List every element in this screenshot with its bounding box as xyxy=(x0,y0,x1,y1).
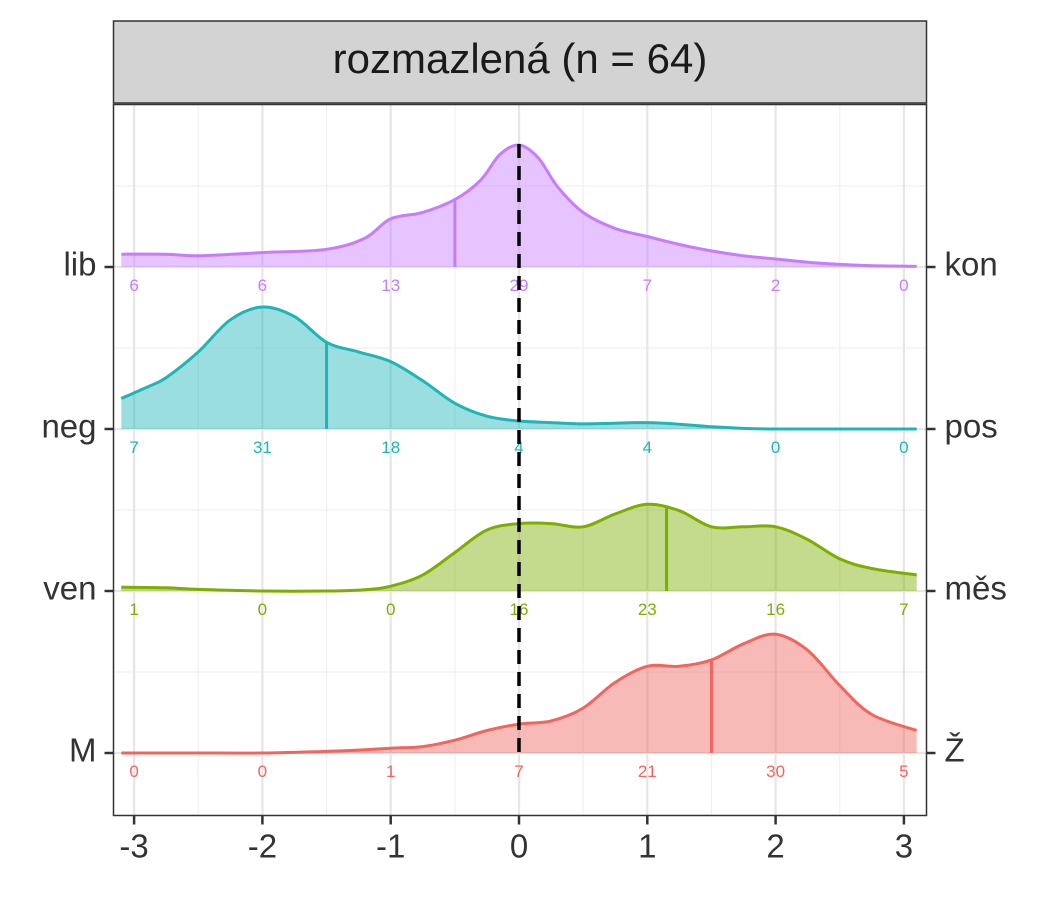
x-tick-label: 1 xyxy=(638,828,656,865)
density-line xyxy=(121,143,917,268)
right-category-label: kon xyxy=(945,246,998,283)
count-label: 0 xyxy=(899,438,908,457)
left-category-label: lib xyxy=(63,246,96,283)
count-label: 7 xyxy=(129,438,138,457)
count-label: 0 xyxy=(386,600,395,619)
right-category-label: měs xyxy=(945,570,1007,607)
right-category-label: pos xyxy=(945,408,998,445)
count-label: 0 xyxy=(129,762,138,781)
count-label: 7 xyxy=(899,600,908,619)
count-label: 31 xyxy=(253,438,272,457)
count-label: 4 xyxy=(643,438,652,457)
count-label: 5 xyxy=(899,762,908,781)
left-category-label: M xyxy=(69,732,97,769)
count-label: 0 xyxy=(258,762,267,781)
density-line xyxy=(120,305,917,431)
density-line xyxy=(121,632,918,755)
x-tick-label: 3 xyxy=(895,828,913,865)
count-label: 0 xyxy=(771,438,780,457)
count-label: 7 xyxy=(514,762,523,781)
count-label: 1 xyxy=(386,762,395,781)
count-label: 16 xyxy=(766,600,785,619)
count-label: 13 xyxy=(381,276,400,295)
count-label: 6 xyxy=(129,276,138,295)
x-tick-label: -2 xyxy=(248,828,277,865)
count-label: 18 xyxy=(381,438,400,457)
density-line xyxy=(121,502,917,593)
count-label: 23 xyxy=(638,600,657,619)
count-label: 21 xyxy=(638,762,657,781)
count-label: 7 xyxy=(643,276,652,295)
count-label: 0 xyxy=(258,600,267,619)
density-area xyxy=(121,144,917,267)
count-label: 1 xyxy=(129,600,138,619)
left-category-label: ven xyxy=(43,570,96,607)
chart-title: rozmazlená (n = 64) xyxy=(333,35,708,82)
x-tick-label: 2 xyxy=(766,828,784,865)
x-tick-label: 0 xyxy=(510,828,528,865)
x-tick-label: -3 xyxy=(119,828,148,865)
count-label: 4 xyxy=(514,438,523,457)
density-area xyxy=(121,634,917,754)
density-area xyxy=(121,306,917,430)
left-category-label: neg xyxy=(41,408,96,445)
x-tick-label: -1 xyxy=(376,828,405,865)
count-label: 0 xyxy=(899,276,908,295)
count-label: 2 xyxy=(771,276,780,295)
strip-background xyxy=(112,20,928,104)
count-label: 30 xyxy=(766,762,785,781)
right-category-label: Ž xyxy=(945,732,965,769)
count-label: 6 xyxy=(258,276,267,295)
